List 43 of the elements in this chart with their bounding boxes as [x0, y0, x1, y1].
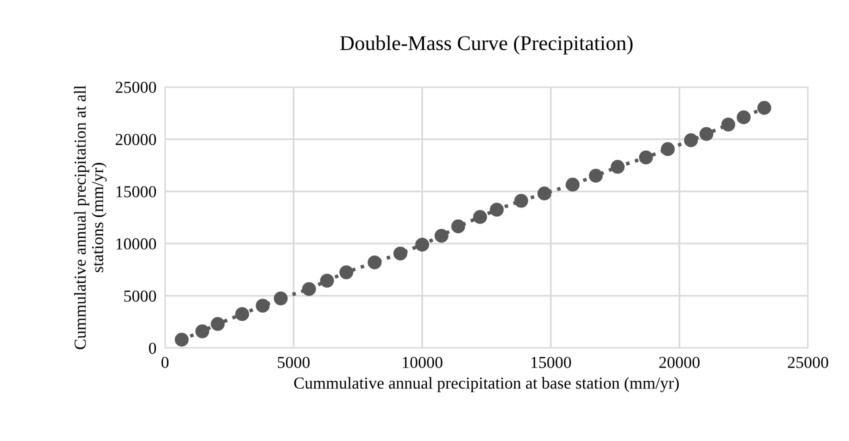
- x-tick-label: 25000: [788, 356, 828, 368]
- x-axis-title: Cummulative annual precipitation at base station (mm/yr): [294, 377, 679, 392]
- y-tick-label: 15000: [116, 186, 156, 198]
- point: [514, 194, 528, 208]
- point: [210, 317, 225, 331]
- point: [415, 238, 430, 252]
- point: [320, 274, 334, 288]
- y-tick-label: 10000: [116, 238, 156, 250]
- point: [235, 307, 250, 322]
- point: [566, 178, 580, 192]
- x-tick-label: 0: [161, 356, 169, 368]
- point: [393, 246, 408, 260]
- point: [721, 118, 736, 132]
- y-axis-title: Cummulative annual precipitation at all stations (mm/yr): [74, 85, 107, 350]
- point: [660, 142, 675, 156]
- point: [639, 150, 653, 164]
- point: [537, 186, 552, 200]
- x-tick-label: 5000: [278, 356, 310, 368]
- x-tick-label: 10000: [402, 356, 442, 368]
- point: [256, 298, 270, 313]
- x-tick-label: 20000: [659, 356, 700, 368]
- y-tick-label: 25000: [116, 82, 156, 93]
- point: [757, 100, 772, 115]
- point: [684, 133, 698, 148]
- point: [339, 265, 354, 280]
- point: [699, 127, 714, 141]
- point: [451, 219, 466, 234]
- y-tick-label: 20000: [116, 134, 156, 146]
- x-tick-label: 15000: [531, 356, 571, 368]
- chart-title: Double-Mass Curve (Precipitation): [340, 36, 633, 54]
- point: [588, 168, 603, 183]
- y-tick-label: 5000: [124, 290, 156, 302]
- point: [368, 255, 382, 270]
- point: [174, 332, 189, 347]
- point: [473, 210, 488, 224]
- point: [434, 228, 448, 243]
- point: [736, 110, 751, 124]
- point: [302, 282, 316, 296]
- point: [274, 291, 288, 306]
- point: [490, 202, 504, 217]
- y-tick-label: 0: [148, 342, 156, 354]
- point: [610, 160, 625, 174]
- point: [195, 324, 210, 338]
